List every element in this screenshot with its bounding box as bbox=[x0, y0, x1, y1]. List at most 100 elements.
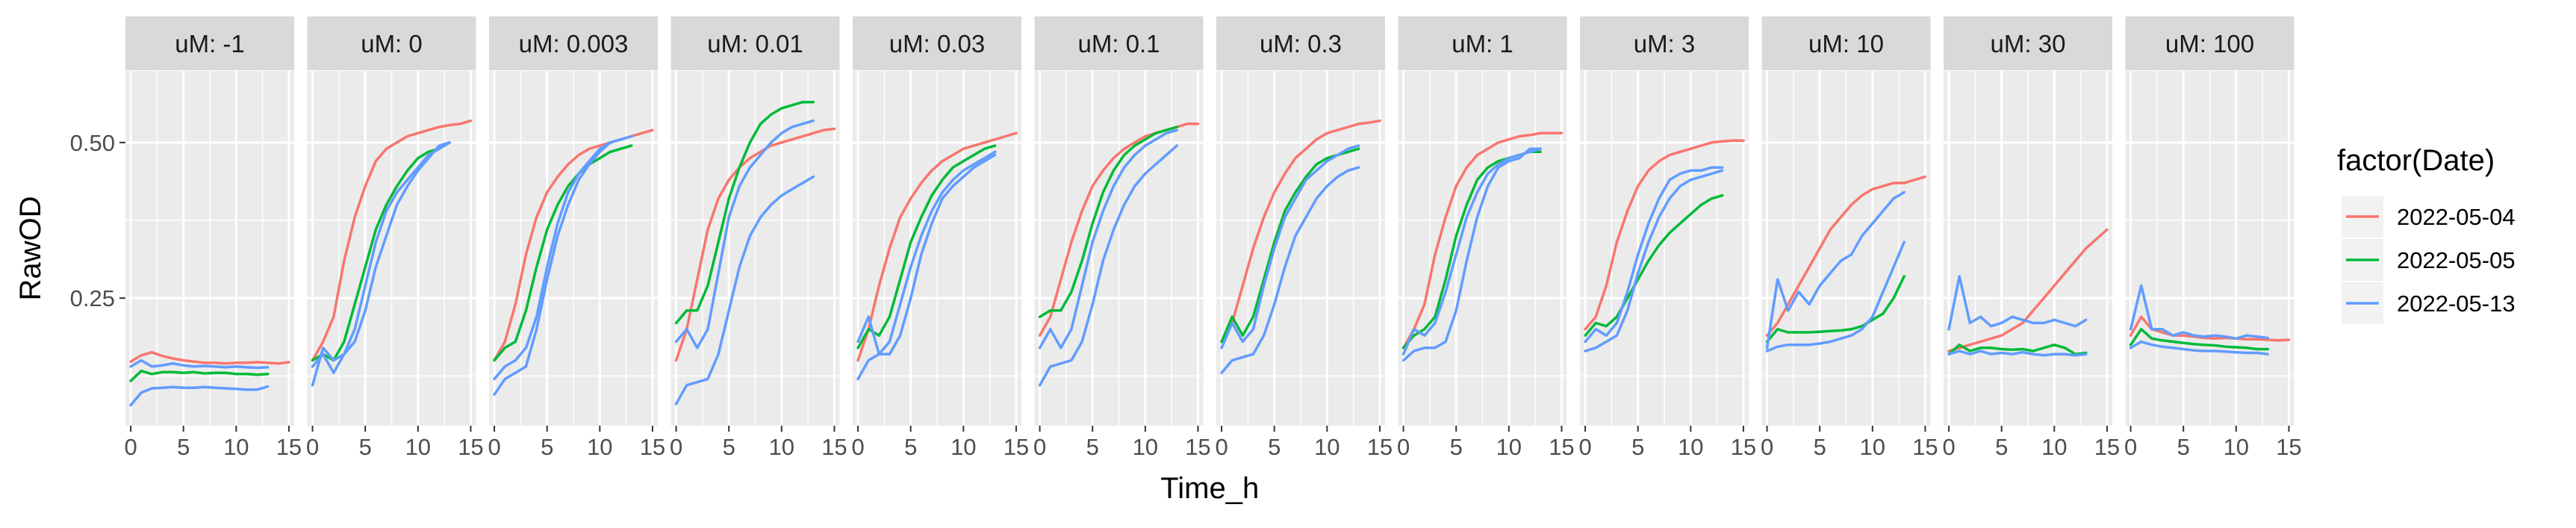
legend-label: 2022-05-04 bbox=[2397, 204, 2516, 230]
x-tick-label: 10 bbox=[1860, 434, 1885, 460]
panel-7: uM: 0.3 0 5 10 15 bbox=[1215, 16, 1393, 460]
series-line-2022-05-05 bbox=[493, 144, 633, 362]
x-axis-title: Time_h bbox=[1160, 472, 1259, 505]
series-line-2022-05-04 bbox=[674, 127, 836, 362]
x-tick-label: 5 bbox=[904, 434, 917, 460]
series-line-2022-05-04 bbox=[2129, 315, 2291, 342]
legend: factor(Date) 2022-05-04 2022-05-05 2022-05-… bbox=[2337, 144, 2516, 324]
x-tick-label: 0 bbox=[1761, 434, 1773, 460]
series-line-2022-05-13 bbox=[674, 175, 815, 406]
series-line-2022-05-05 bbox=[1584, 193, 1724, 337]
x-tick-label: 5 bbox=[1995, 434, 2008, 460]
x-tick-label: 10 bbox=[405, 434, 431, 460]
facet-strip bbox=[1398, 16, 1567, 70]
series-line-2022-05-04 bbox=[1401, 131, 1564, 350]
x-tick-label: 5 bbox=[1814, 434, 1826, 460]
series-line-2022-05-13 bbox=[856, 150, 997, 355]
x-tick-label: 5 bbox=[1086, 434, 1099, 460]
facet-strip bbox=[1034, 16, 1204, 70]
facet-strip-label: uM: 10 bbox=[1808, 30, 1884, 58]
series-line-2022-05-13 bbox=[1765, 240, 1905, 352]
panel-5: uM: 0.03 0 5 10 15 bbox=[851, 16, 1029, 460]
series-line-2022-05-05 bbox=[129, 369, 270, 382]
x-tick-label: 0 bbox=[1578, 434, 1591, 460]
series-line-2022-05-13 bbox=[856, 153, 997, 381]
x-tick-label: 10 bbox=[2224, 434, 2249, 460]
series-line-2022-05-05 bbox=[1038, 125, 1178, 318]
x-tick-label: 0 bbox=[306, 434, 319, 460]
series-line-2022-05-13 bbox=[129, 385, 270, 407]
series-line-2022-05-04 bbox=[1765, 175, 1927, 337]
panel-8: uM: 1 0 5 10 15 bbox=[1397, 16, 1575, 460]
series-line-2022-05-13 bbox=[1038, 144, 1178, 387]
x-tick-label: 10 bbox=[587, 434, 612, 460]
series-line-2022-05-13 bbox=[1584, 169, 1724, 352]
series-line-2022-05-13 bbox=[1947, 350, 2088, 357]
x-tick-label: 0 bbox=[488, 434, 500, 460]
panel-4: uM: 0.01 0 5 10 15 bbox=[670, 16, 847, 460]
x-tick-label: 10 bbox=[1314, 434, 1340, 460]
facet-strip bbox=[853, 16, 1021, 70]
series-line-2022-05-13 bbox=[311, 141, 451, 387]
panel-6: uM: 0.1 0 5 10 15 bbox=[1033, 16, 1211, 460]
panel-11: uM: 30 0 5 10 15 bbox=[1942, 16, 2120, 460]
x-tick-label: 15 bbox=[276, 434, 302, 460]
series-line-2022-05-13 bbox=[1038, 128, 1178, 350]
x-tick-label: 10 bbox=[951, 434, 976, 460]
x-tick-label: 15 bbox=[640, 434, 665, 460]
x-tick-label: 0 bbox=[851, 434, 864, 460]
facet-strip-label: uM: 0.01 bbox=[707, 30, 803, 58]
y-tick-label: 0.50 bbox=[70, 130, 115, 156]
series-line-2022-05-13 bbox=[2129, 284, 2269, 341]
facet-strip-label: uM: 0.1 bbox=[1077, 30, 1160, 58]
facet-strip-label: uM: -1 bbox=[175, 30, 245, 58]
x-tick-label: 10 bbox=[769, 434, 794, 460]
x-tick-label: 0 bbox=[1397, 434, 1410, 460]
series-line-2022-05-13 bbox=[311, 141, 451, 374]
series-line-2022-05-13 bbox=[1220, 166, 1360, 374]
x-tick-label: 15 bbox=[1185, 434, 1210, 460]
x-tick-label: 0 bbox=[124, 434, 137, 460]
series-line-2022-05-04 bbox=[1947, 228, 2109, 352]
series-line-2022-05-05 bbox=[1765, 275, 1905, 344]
panel-12: uM: 100 0 5 10 15 bbox=[2124, 16, 2302, 460]
series-line-2022-05-13 bbox=[1401, 147, 1542, 362]
facet-strip-label: uM: 100 bbox=[2165, 30, 2254, 58]
facet-strip bbox=[1216, 16, 1385, 70]
x-tick-label: 15 bbox=[1731, 434, 1756, 460]
x-tick-label: 15 bbox=[821, 434, 847, 460]
series-line-2022-05-13 bbox=[1220, 144, 1360, 350]
x-tick-label: 10 bbox=[2041, 434, 2067, 460]
series-line-2022-05-13 bbox=[1765, 190, 1905, 350]
facet-strip bbox=[671, 16, 840, 70]
x-tick-label: 5 bbox=[2177, 434, 2190, 460]
facet-strip bbox=[125, 16, 294, 70]
x-tick-label: 0 bbox=[1033, 434, 1046, 460]
facet-strip bbox=[1944, 16, 2112, 70]
x-tick-label: 0 bbox=[1215, 434, 1228, 460]
x-tick-label: 10 bbox=[1678, 434, 1703, 460]
x-tick-label: 0 bbox=[1942, 434, 1955, 460]
series-line-2022-05-13 bbox=[674, 119, 815, 350]
x-tick-label: 10 bbox=[1133, 434, 1158, 460]
facet-strip-label: uM: 3 bbox=[1634, 30, 1696, 58]
x-tick-label: 15 bbox=[2276, 434, 2301, 460]
x-tick-label: 10 bbox=[1496, 434, 1522, 460]
series-line-2022-05-05 bbox=[856, 144, 997, 350]
x-tick-label: 0 bbox=[2124, 434, 2137, 460]
series-line-2022-05-04 bbox=[856, 131, 1018, 362]
series-line-2022-05-13 bbox=[493, 134, 633, 381]
facet-strip-label: uM: 1 bbox=[1452, 30, 1513, 58]
facet-strip bbox=[307, 16, 476, 70]
x-tick-label: 5 bbox=[1631, 434, 1644, 460]
legend-label: 2022-05-13 bbox=[2397, 291, 2516, 317]
x-tick-label: 5 bbox=[177, 434, 190, 460]
x-tick-label: 5 bbox=[359, 434, 372, 460]
y-axis-title: RawOD bbox=[14, 196, 47, 300]
y-tick-label: 0.25 bbox=[70, 285, 115, 311]
series-line-2022-05-13 bbox=[1947, 275, 2088, 331]
x-tick-label: 15 bbox=[2094, 434, 2120, 460]
facet-strip-label: uM: 0.3 bbox=[1260, 30, 1342, 58]
